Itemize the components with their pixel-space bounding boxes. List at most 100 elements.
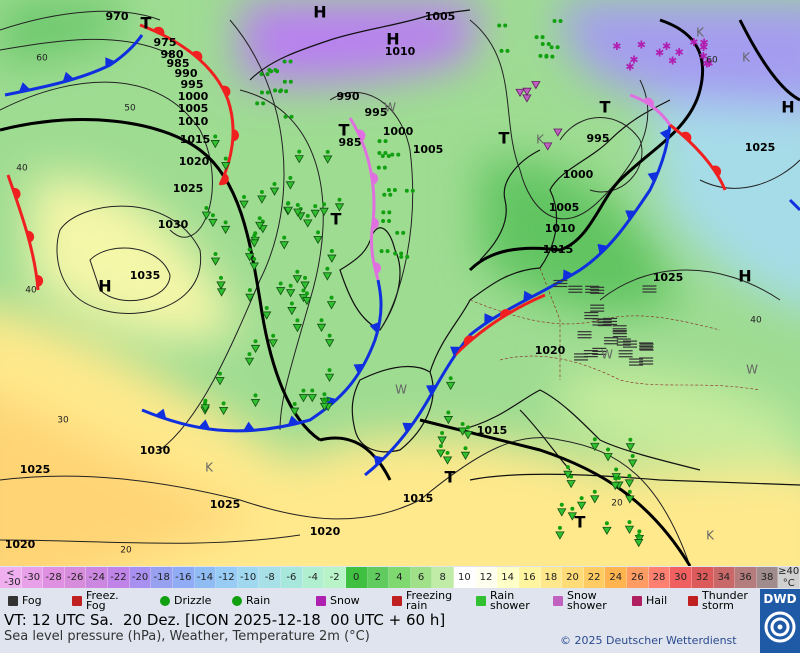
- pressure-center: T: [141, 14, 152, 33]
- rain-dot: [304, 291, 309, 296]
- map: ✱ ✱✱✱✱ ✱✱✱✱ ✱✱✱✱✱ 9709759809859909951000100…: [0, 0, 800, 566]
- scale-label: 30: [674, 572, 687, 583]
- rain-dot: [284, 89, 289, 94]
- rain-dot: [283, 114, 288, 119]
- scale-cell: -30: [21, 567, 44, 588]
- scale-cell: -2: [324, 567, 346, 588]
- rain-shower-symbol: [324, 373, 335, 382]
- rain-shower-symbol: [634, 539, 644, 548]
- rain-dot: [550, 54, 555, 59]
- rain-dot: [259, 189, 264, 194]
- rain-dot: [381, 210, 386, 215]
- rain-dot: [247, 288, 252, 293]
- copyright: © 2025 Deutscher Wetterdienst: [560, 634, 737, 647]
- pressure-label: 1025: [210, 498, 241, 511]
- rain-shower-symbol: [216, 281, 226, 290]
- pressure-label: 995: [587, 132, 610, 145]
- rain-dot: [376, 165, 381, 170]
- scale-label: -18: [153, 572, 170, 583]
- pressure-label: 1030: [140, 444, 171, 457]
- legend-label: Freez. Fog: [86, 589, 119, 612]
- scale-cell: 8: [432, 567, 455, 588]
- rain-dot: [255, 101, 260, 106]
- rain-dot: [540, 35, 545, 40]
- rain-dot: [265, 90, 270, 95]
- scale-cell: -12: [216, 567, 238, 588]
- snow-symbol: ✱: [704, 57, 713, 70]
- rain-dot: [329, 249, 334, 254]
- rain-dot: [337, 197, 342, 202]
- scale-label: 14: [501, 572, 514, 583]
- scale-cell: 30: [670, 567, 692, 588]
- isotherm-label: 20: [611, 499, 623, 509]
- rain-dot: [289, 301, 294, 306]
- scale-label: 22: [587, 572, 601, 583]
- isotherm-label: 60: [36, 54, 48, 64]
- rain-shower-symbol: [307, 394, 317, 403]
- isotherm-label: 30: [57, 416, 69, 426]
- pressure-center: H: [386, 30, 399, 49]
- rain-shower-symbol: [590, 442, 600, 452]
- pressure-label: 1005: [413, 143, 444, 156]
- rain-dot: [264, 305, 269, 310]
- front-semicircle: [711, 165, 722, 177]
- rain-shower-symbol: [249, 239, 260, 248]
- scale-label: -4: [308, 572, 318, 583]
- rain-dot: [213, 134, 218, 139]
- front-semicircle: [232, 129, 239, 142]
- rain-shower-symbol: [627, 459, 638, 468]
- pressure-label: 1015: [477, 424, 508, 437]
- rain-dot: [327, 333, 332, 338]
- rain-dot: [316, 230, 321, 235]
- pressure-center: T: [445, 468, 456, 487]
- rain-dot: [466, 425, 471, 430]
- scale-cell: -8: [259, 567, 282, 588]
- rain-dot: [401, 230, 406, 235]
- rain-dot: [592, 489, 597, 494]
- pressure-label: 1000: [563, 168, 594, 181]
- rain-dot: [604, 521, 609, 526]
- pressure-label: 1030: [158, 218, 189, 231]
- scale-cell: 14: [497, 567, 519, 588]
- warm-front: [453, 293, 546, 357]
- rain-dot: [555, 45, 560, 50]
- snow-symbol: ✱: [699, 36, 708, 49]
- rain-dot: [310, 388, 315, 393]
- rain-shower-symbol: [218, 406, 229, 416]
- rain-dot: [544, 53, 549, 58]
- scale-cell: -24: [86, 567, 109, 588]
- rain-dot: [292, 402, 297, 407]
- scale-label: -2: [329, 572, 340, 583]
- rain-dot: [558, 19, 563, 24]
- rain-dot: [404, 188, 409, 193]
- scale-cell: -6: [281, 567, 303, 588]
- legend-item: Fog: [8, 590, 50, 612]
- air-mass-label: W: [601, 348, 613, 362]
- rain-shower-symbol: [603, 453, 613, 462]
- rain-dot: [273, 88, 278, 93]
- pressure-label: 1015: [180, 133, 211, 146]
- warm-front: [669, 123, 727, 191]
- scale-label: -20: [131, 572, 149, 583]
- scale-label: -30: [23, 572, 41, 583]
- isotherm-label: 40: [750, 316, 762, 326]
- weather-symbols: ✱ ✱✱✱✱ ✱✱✱✱ ✱✱✱✱✱: [200, 19, 714, 548]
- legend-item: Drizzle: [160, 590, 224, 612]
- rain-shower-symbol: [244, 253, 255, 262]
- rain-dot: [390, 152, 395, 157]
- cold-front-triangle: [625, 210, 637, 221]
- scale-cell: 28: [648, 567, 671, 588]
- snow-shower-symbol: [531, 81, 541, 90]
- rain-dot: [282, 235, 287, 240]
- rain-shower-symbol: [287, 307, 297, 316]
- rain-dot: [253, 339, 258, 344]
- rain-dot: [570, 506, 575, 511]
- snow-symbol: ✱: [702, 58, 711, 71]
- scale-label: -16: [175, 572, 192, 583]
- legend-icon: [476, 596, 486, 606]
- scale-label: 12: [479, 572, 493, 583]
- rain-dot: [288, 79, 293, 84]
- snow-symbol: ✱: [655, 46, 664, 59]
- rain-shower-symbol: [293, 208, 303, 217]
- borders: [469, 267, 761, 391]
